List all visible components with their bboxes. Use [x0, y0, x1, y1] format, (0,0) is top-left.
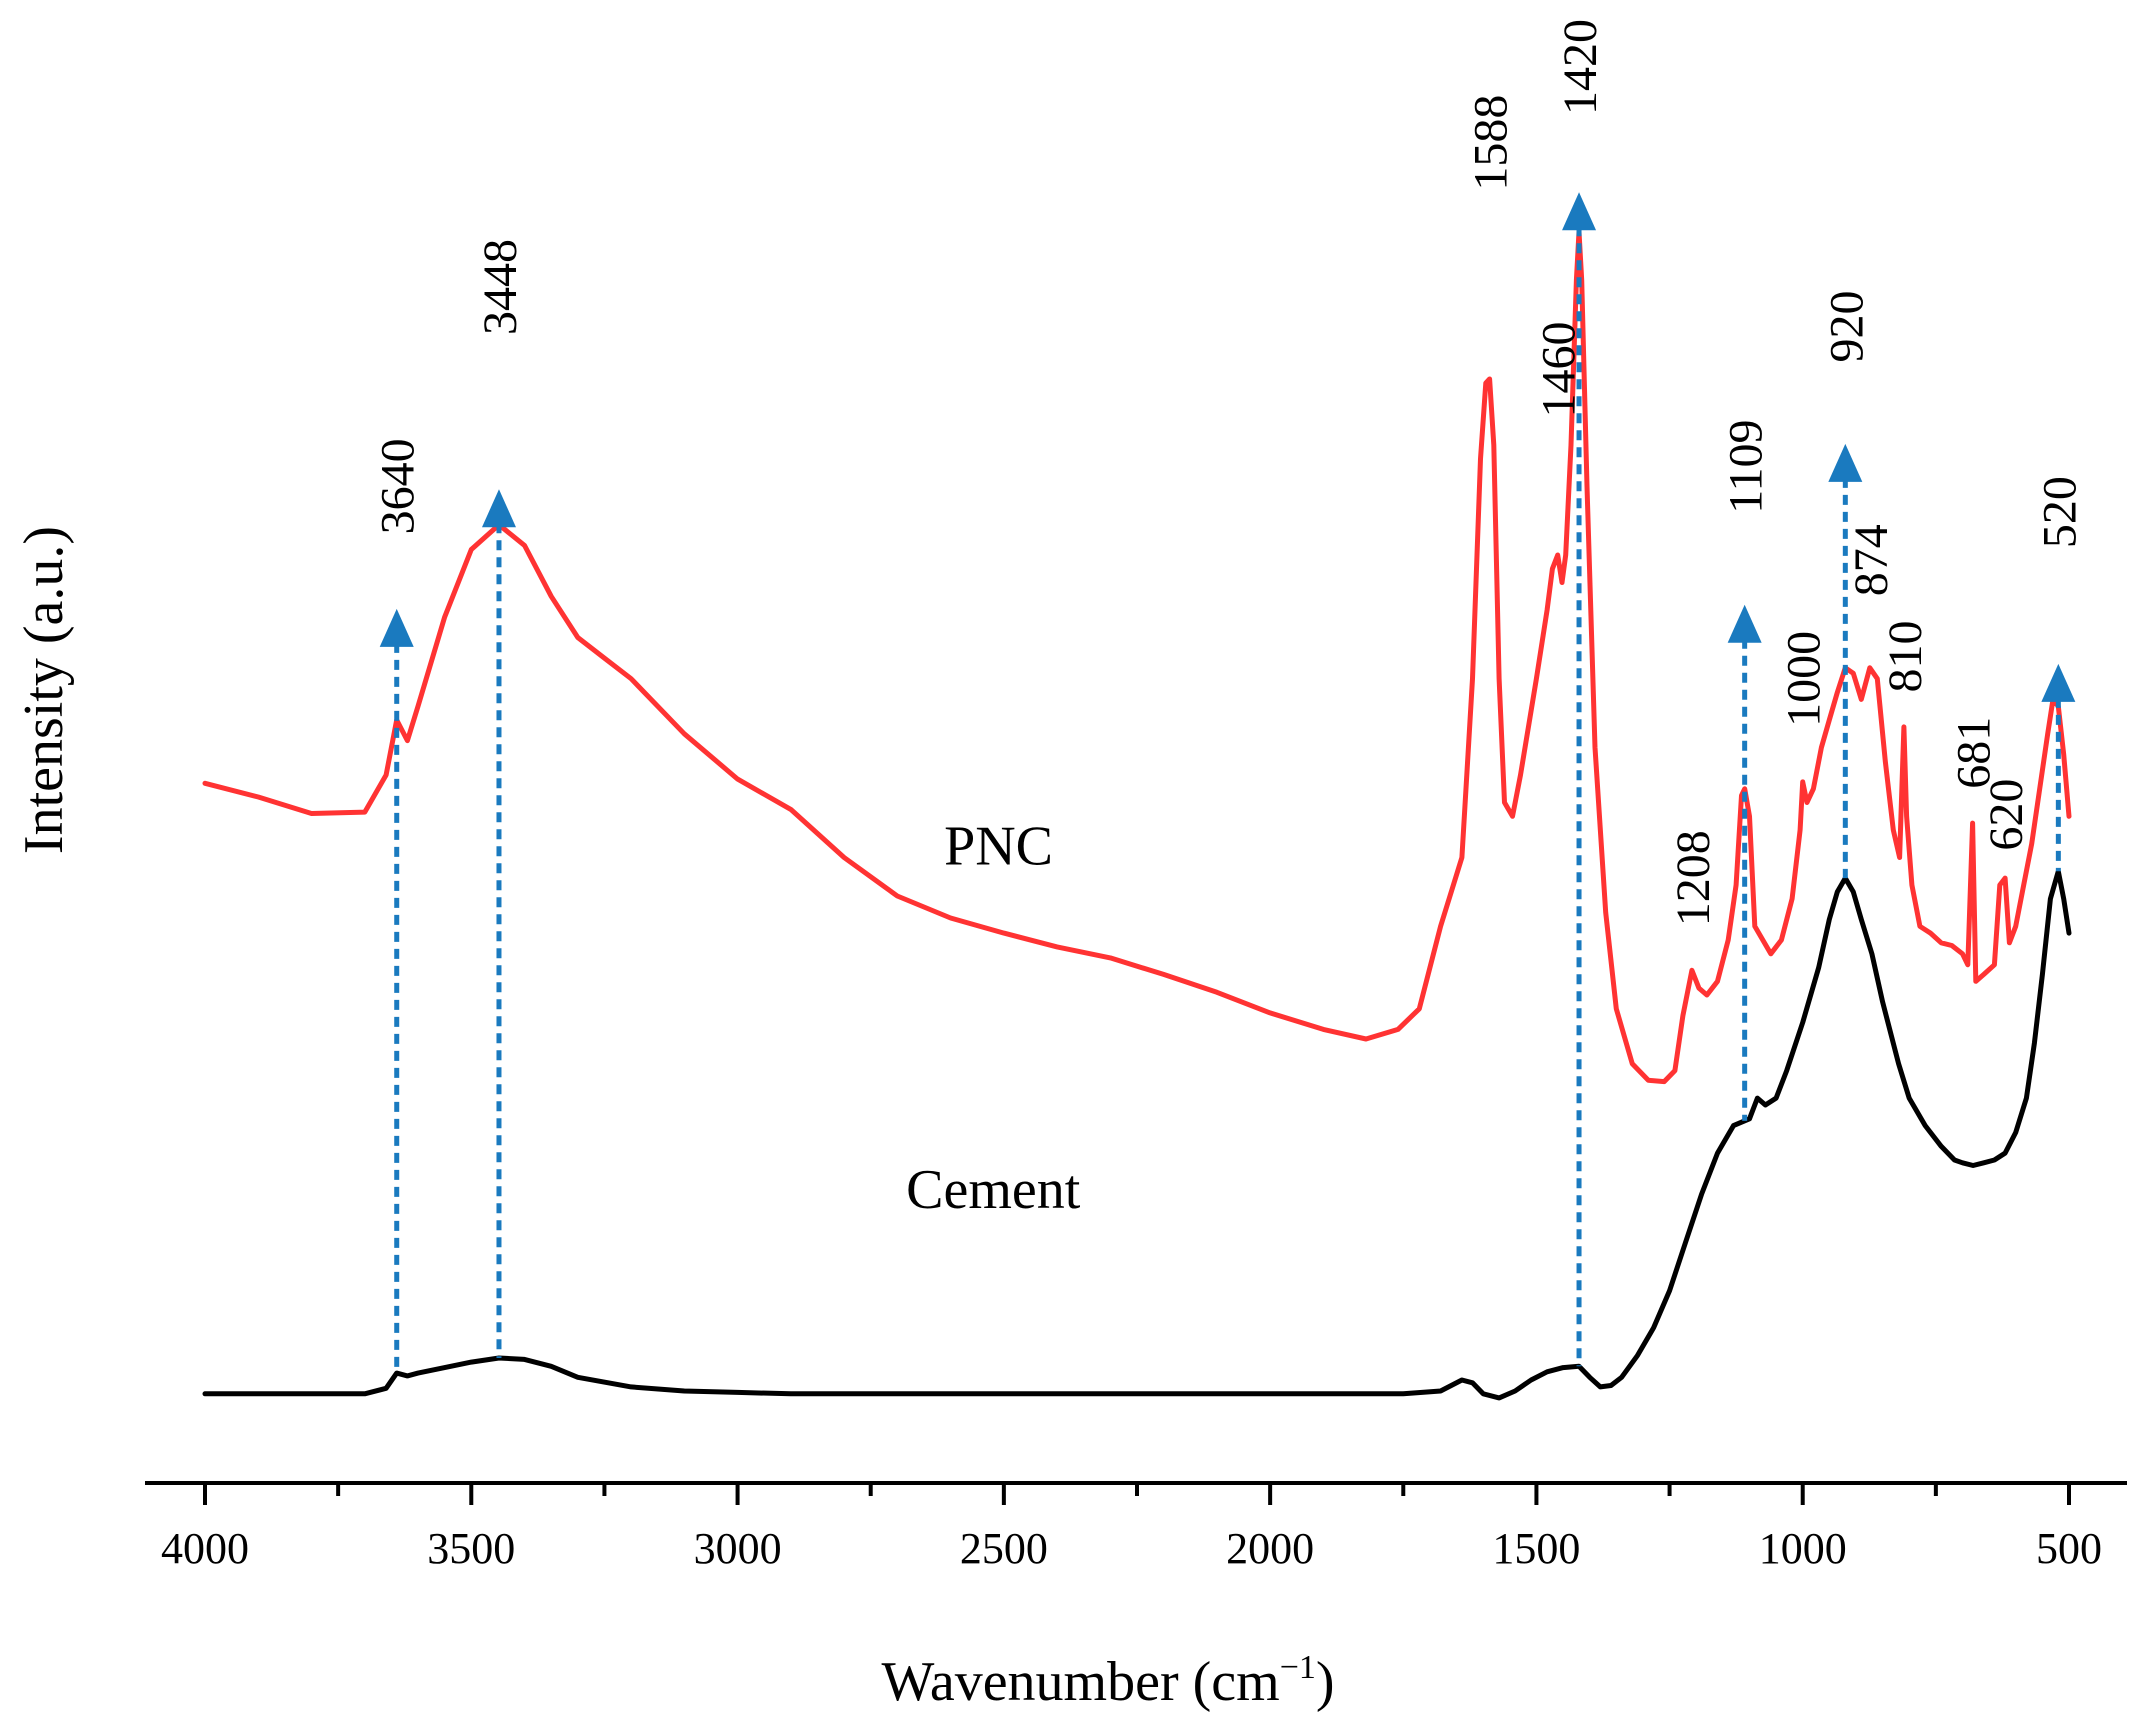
x-axis-title: Wavenumber (cm−1)	[881, 1649, 1334, 1713]
x-tick-label-4000: 4000	[161, 1524, 249, 1573]
annotations: 3640 3448 1420 1109 920 520 1588 1460 1208 1000 87…	[372, 19, 2087, 1221]
marker-arrow-3640	[379, 608, 414, 647]
peak-label-681: 681	[1948, 717, 2001, 789]
x-tick-label-1000: 1000	[1759, 1524, 1847, 1573]
marker-label-3640: 3640	[372, 438, 425, 534]
peak-label-1000: 1000	[1778, 631, 1831, 727]
marker-label-3448: 3448	[474, 239, 527, 335]
peak-label-810: 810	[1879, 621, 1932, 693]
marker-arrow-3448	[481, 489, 516, 528]
x-axis-title-close: )	[1316, 1651, 1335, 1713]
series-label-pnc: PNC	[944, 815, 1053, 877]
x-axis: 4000 3500 3000 2500 2000 1500 1000 500	[145, 1481, 2127, 1573]
x-axis-title-text: Wavenumber (cm	[881, 1651, 1279, 1713]
marker-arrow-920	[1828, 443, 1863, 482]
x-tick-label-2500: 2500	[960, 1524, 1048, 1573]
marker-arrow-1420	[1562, 192, 1597, 231]
x-tick-label-2000: 2000	[1226, 1524, 1314, 1573]
x-tick-label-3500: 3500	[427, 1524, 515, 1573]
peak-label-1588: 1588	[1465, 95, 1518, 191]
marker-label-520: 520	[2033, 476, 2086, 548]
x-tick-label-500: 500	[2036, 1524, 2102, 1573]
peak-label-1208: 1208	[1667, 830, 1720, 926]
peak-label-1460: 1460	[1533, 322, 1586, 418]
marker-label-920: 920	[1820, 291, 1873, 363]
series-line-pnc	[202, 229, 2072, 1085]
marker-arrow-1109	[1727, 604, 1762, 643]
peak-label-620: 620	[1980, 779, 2033, 851]
x-axis-title-sup: −1	[1280, 1649, 1316, 1686]
y-axis-title: Intensity (a.u.)	[13, 526, 75, 854]
marker-label-1420: 1420	[1554, 19, 1607, 115]
marker-label-1109: 1109	[1720, 420, 1773, 514]
series-label-cement: Cement	[906, 1159, 1081, 1221]
plot-area	[202, 192, 2076, 1401]
marker-arrow-520	[2041, 663, 2076, 702]
x-tick-label-1500: 1500	[1492, 1524, 1580, 1573]
series-line-cement	[202, 868, 2072, 1401]
x-tick-label-3000: 3000	[694, 1524, 782, 1573]
peak-label-874: 874	[1845, 524, 1898, 596]
